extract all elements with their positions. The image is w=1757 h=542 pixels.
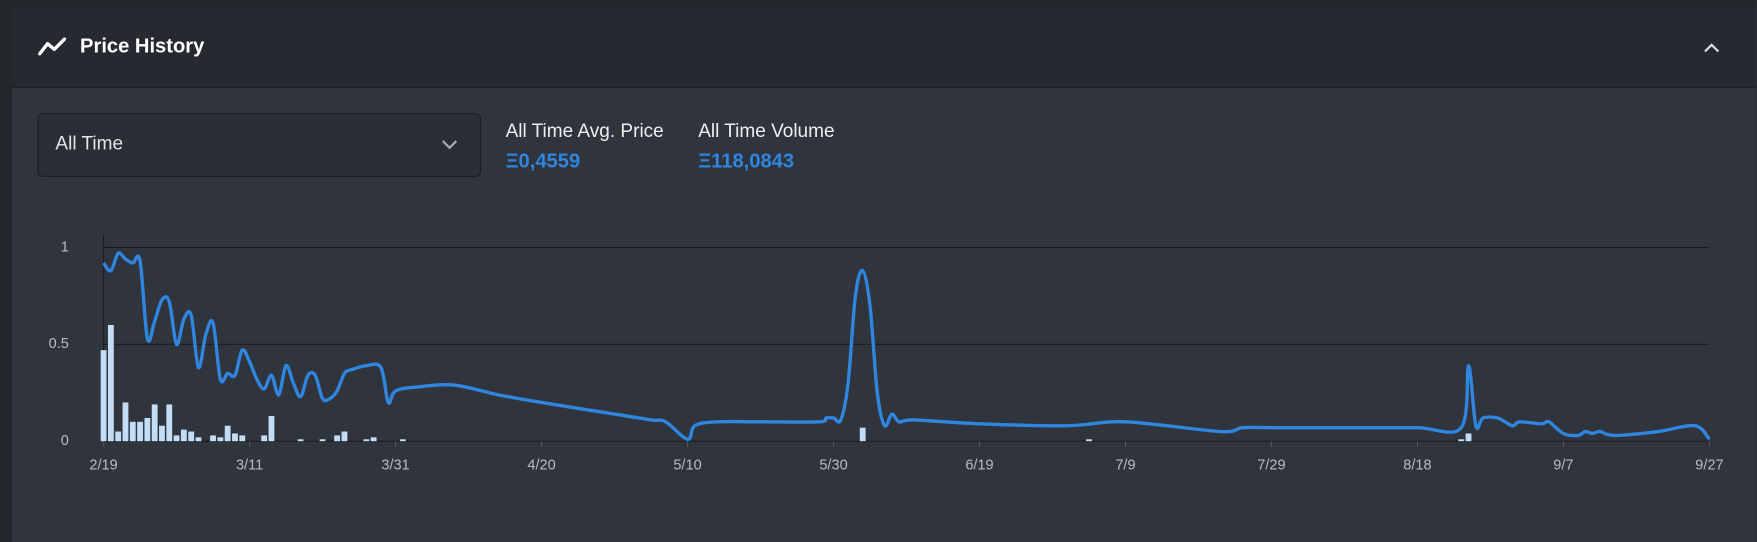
x-tick-label: 2/19 — [89, 458, 117, 474]
y-tick-label: 0.5 — [49, 336, 69, 352]
volume-bar — [210, 435, 216, 442]
x-tick-label: 7/29 — [1257, 458, 1285, 474]
volume-bar — [232, 433, 238, 442]
time-select-value: All Time — [55, 133, 123, 154]
volume-bar — [1458, 439, 1465, 442]
volume-bar — [166, 404, 173, 442]
volume-bar — [100, 350, 107, 442]
price-line — [102, 251, 1711, 441]
x-tick-label: 9/27 — [1695, 458, 1723, 474]
stat-value: Ξ118,0843 — [698, 151, 794, 173]
volume-bar — [217, 437, 224, 442]
volume-bar — [137, 421, 143, 442]
volume-bar — [319, 439, 326, 442]
volume-bar — [1086, 439, 1092, 442]
chart: 0 0.5 1 2/19 3/11 3/31 4/20 5/10 5/30 6/19 7/9 7/29… — [49, 235, 1724, 474]
volume-bar — [180, 429, 187, 442]
stat-value: Ξ0,4559 — [506, 151, 581, 173]
x-tick-label: 5/10 — [673, 458, 701, 474]
x-tick-label: 3/11 — [236, 458, 263, 474]
stat-label: All Time Volume — [698, 121, 834, 142]
volume-bar — [107, 324, 114, 442]
volume-bar — [122, 402, 129, 442]
volume-bar — [115, 431, 122, 442]
time-select[interactable] — [37, 113, 481, 177]
x-tick-label: 8/18 — [1403, 458, 1431, 474]
x-tick-label: 9/7 — [1553, 458, 1573, 474]
volume-bar — [297, 439, 304, 442]
volume-bar — [1465, 433, 1472, 442]
volume-bar — [859, 427, 866, 442]
y-tick-label: 1 — [61, 239, 69, 255]
x-tick-label: 5/30 — [819, 458, 847, 474]
y-tick-label: 0 — [61, 433, 69, 449]
volume-bar — [129, 421, 136, 442]
x-tick-label: 6/19 — [965, 458, 993, 474]
collapse-toggle[interactable] — [1704, 43, 1720, 53]
volume-bar — [151, 404, 158, 442]
volume-bar — [195, 437, 202, 442]
chart-icon — [38, 37, 67, 56]
volume-bar — [334, 435, 341, 442]
x-tick-label: 7/9 — [1115, 458, 1135, 474]
volume-bar — [399, 439, 406, 442]
stat-label: All Time Avg. Price — [506, 121, 664, 142]
x-tick-label: 3/31 — [381, 458, 409, 474]
volume-bar — [188, 431, 195, 442]
volume-bar — [159, 425, 165, 442]
volume-bar — [261, 435, 268, 442]
volume-bar — [268, 416, 275, 442]
volume-bar — [239, 435, 246, 442]
volume-bar — [144, 417, 151, 442]
volume-bar — [370, 437, 377, 442]
select-chevron — [442, 140, 458, 150]
x-tick-label: 4/20 — [527, 458, 555, 474]
panel — [11, 8, 1757, 542]
volume-bar — [363, 439, 370, 442]
volume-bar — [173, 435, 180, 442]
volume-bar — [341, 431, 348, 442]
panel-header[interactable] — [11, 8, 1757, 88]
panel-title: Price History — [80, 35, 205, 57]
volume-bar — [224, 425, 231, 442]
